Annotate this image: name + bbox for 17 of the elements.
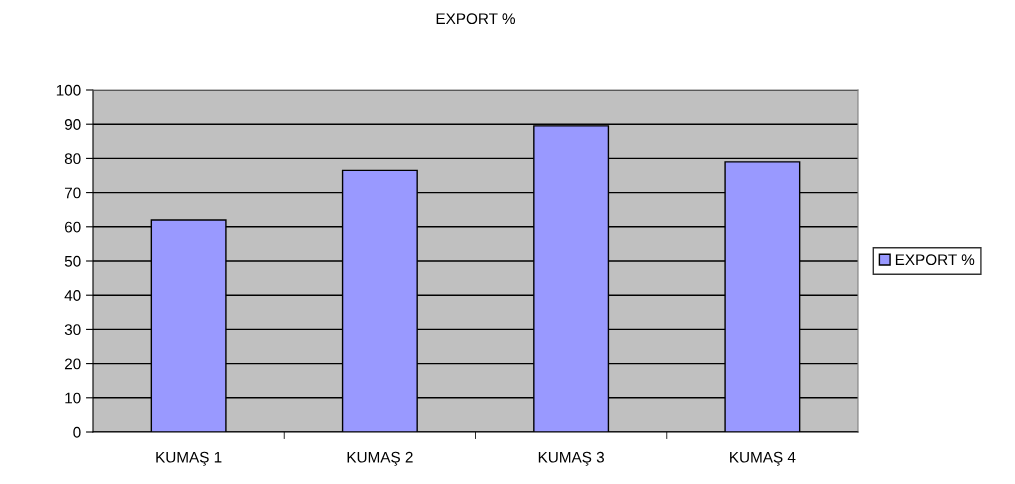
y-tick-label: 20 [64,358,81,370]
y-tick-label: 80 [64,153,81,165]
y-tick-label: 100 [56,84,81,96]
y-tick-label: 40 [64,290,81,301]
y-tick-label: 60 [64,221,81,233]
x-tick-label: KUMAŞ 4 [730,451,796,466]
y-tick-label: 50 [64,255,81,267]
x-tick-label: KUMAŞ 3 [538,451,604,466]
x-tick-label: KUMAŞ 1 [156,451,222,466]
y-tick-label: 30 [64,324,81,336]
y-tick-label: 70 [64,187,81,199]
x-tick-label: KUMAŞ 2 [347,451,413,466]
legend-label: EXPORT % [895,254,975,266]
chart-title: EXPORT % [436,13,516,25]
y-tick-label: 10 [65,392,81,404]
y-tick-label: 90 [64,119,81,130]
y-tick-label: 0 [73,426,81,438]
